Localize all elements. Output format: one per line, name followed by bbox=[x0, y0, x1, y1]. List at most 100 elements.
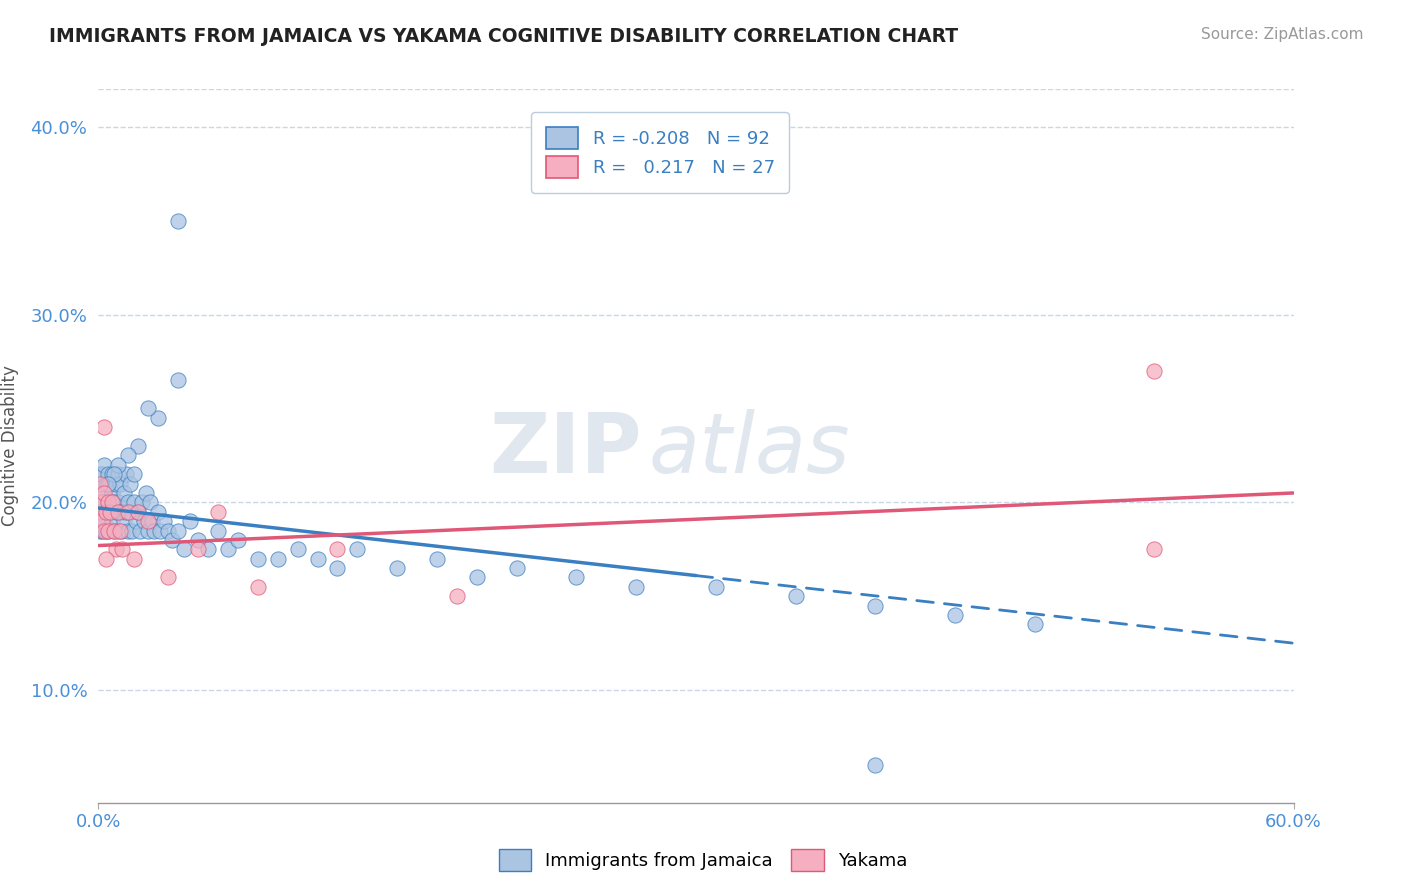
Point bbox=[465, 570, 488, 584]
Point bbox=[226, 533, 249, 547]
Point bbox=[246, 551, 269, 566]
Point bbox=[943, 607, 966, 622]
Point bbox=[785, 589, 807, 603]
Point bbox=[91, 505, 114, 519]
Point bbox=[107, 458, 129, 472]
Text: atlas: atlas bbox=[648, 409, 849, 490]
Point bbox=[167, 213, 190, 227]
Point bbox=[124, 551, 146, 566]
Point bbox=[110, 524, 132, 538]
Point bbox=[115, 467, 138, 482]
Point bbox=[103, 467, 125, 482]
Point bbox=[865, 599, 887, 613]
Legend: Immigrants from Jamaica, Yakama: Immigrants from Jamaica, Yakama bbox=[491, 842, 915, 879]
Point bbox=[287, 542, 309, 557]
Point bbox=[91, 514, 114, 528]
Point bbox=[98, 476, 122, 491]
Point bbox=[565, 570, 588, 584]
Point bbox=[110, 505, 132, 519]
Text: IMMIGRANTS FROM JAMAICA VS YAKAMA COGNITIVE DISABILITY CORRELATION CHART: IMMIGRANTS FROM JAMAICA VS YAKAMA COGNIT… bbox=[49, 27, 959, 45]
Point bbox=[93, 458, 115, 472]
Point bbox=[105, 476, 128, 491]
Point bbox=[167, 373, 190, 387]
Point bbox=[157, 524, 180, 538]
Point bbox=[148, 505, 170, 519]
Point bbox=[93, 495, 115, 509]
Point bbox=[127, 439, 149, 453]
Point bbox=[117, 505, 139, 519]
Point bbox=[103, 524, 125, 538]
Point bbox=[865, 758, 887, 772]
Point bbox=[217, 542, 239, 557]
Point bbox=[120, 476, 142, 491]
Point bbox=[1143, 542, 1166, 557]
Point bbox=[93, 420, 115, 434]
Point bbox=[111, 524, 134, 538]
Point bbox=[139, 495, 162, 509]
Text: ZIP: ZIP bbox=[489, 409, 643, 490]
Point bbox=[267, 551, 290, 566]
Point bbox=[179, 514, 201, 528]
Point bbox=[626, 580, 648, 594]
Point bbox=[307, 551, 329, 566]
Point bbox=[136, 401, 159, 416]
Point bbox=[97, 467, 120, 482]
Point bbox=[96, 524, 118, 538]
Point bbox=[97, 495, 120, 509]
Point bbox=[93, 514, 115, 528]
Point bbox=[197, 542, 219, 557]
Point bbox=[207, 505, 229, 519]
Point bbox=[97, 524, 120, 538]
Point bbox=[112, 486, 135, 500]
Point bbox=[103, 524, 125, 538]
Point bbox=[173, 542, 195, 557]
Point bbox=[107, 467, 129, 482]
Point bbox=[96, 505, 118, 519]
Point bbox=[98, 505, 122, 519]
Point bbox=[117, 495, 139, 509]
Point bbox=[98, 505, 122, 519]
Point bbox=[149, 524, 172, 538]
Legend: R = -0.208   N = 92, R =   0.217   N = 27: R = -0.208 N = 92, R = 0.217 N = 27 bbox=[531, 112, 789, 193]
Point bbox=[326, 561, 349, 575]
Point bbox=[153, 514, 176, 528]
Point bbox=[107, 505, 129, 519]
Point bbox=[117, 449, 139, 463]
Point bbox=[89, 495, 111, 509]
Point bbox=[326, 542, 349, 557]
Point bbox=[167, 524, 190, 538]
Point bbox=[101, 467, 124, 482]
Point bbox=[136, 524, 159, 538]
Point bbox=[148, 410, 170, 425]
Point bbox=[127, 505, 149, 519]
Point bbox=[385, 561, 409, 575]
Point bbox=[89, 467, 111, 482]
Point bbox=[101, 486, 124, 500]
Point bbox=[157, 570, 180, 584]
Point bbox=[87, 505, 110, 519]
Point bbox=[91, 486, 114, 500]
Point bbox=[426, 551, 449, 566]
Point bbox=[110, 476, 132, 491]
Point bbox=[117, 524, 139, 538]
Point bbox=[107, 524, 129, 538]
Y-axis label: Cognitive Disability: Cognitive Disability bbox=[1, 366, 20, 526]
Point bbox=[124, 467, 146, 482]
Point bbox=[1143, 364, 1166, 378]
Point bbox=[91, 495, 114, 509]
Point bbox=[704, 580, 727, 594]
Point bbox=[246, 580, 269, 594]
Point bbox=[506, 561, 529, 575]
Point bbox=[89, 476, 111, 491]
Point bbox=[143, 524, 166, 538]
Point bbox=[101, 495, 124, 509]
Point bbox=[135, 486, 157, 500]
Point bbox=[96, 551, 118, 566]
Point bbox=[93, 486, 115, 500]
Point bbox=[105, 542, 128, 557]
Point bbox=[120, 505, 142, 519]
Point bbox=[87, 514, 110, 528]
Point bbox=[111, 505, 134, 519]
Point bbox=[187, 533, 209, 547]
Point bbox=[96, 476, 118, 491]
